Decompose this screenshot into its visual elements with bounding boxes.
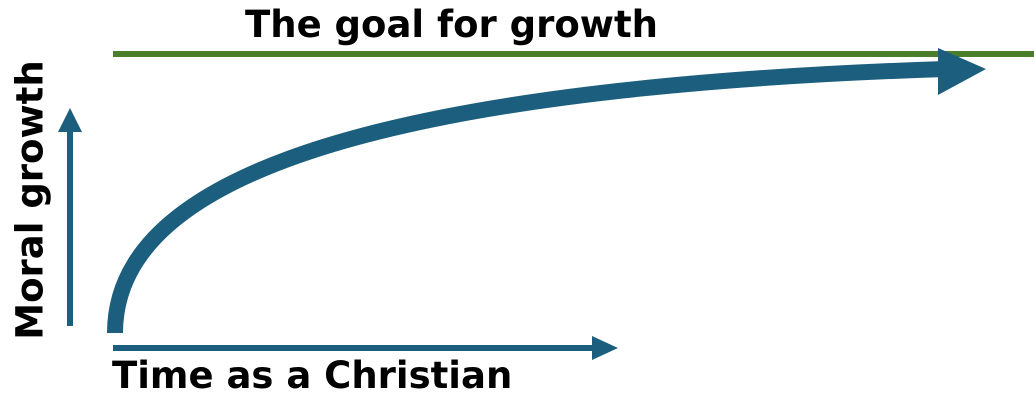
x-axis-arrow (113, 336, 618, 360)
y-axis-label: Moral growth (8, 60, 52, 340)
y-axis-arrow (58, 108, 82, 326)
growth-curve-arrow (107, 48, 986, 334)
x-axis-label: Time as a Christian (112, 354, 513, 397)
goal-label: The goal for growth (245, 3, 658, 46)
